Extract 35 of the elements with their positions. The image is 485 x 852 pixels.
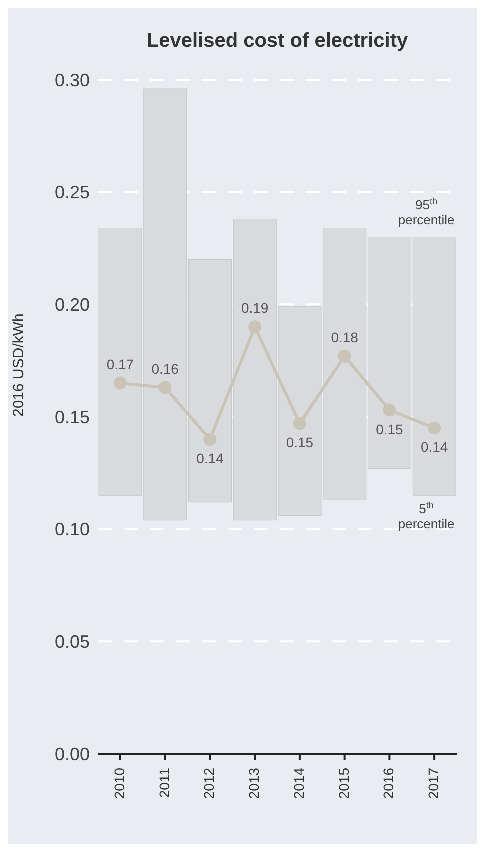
point [248,320,262,334]
data-label: 0.17 [106,356,134,372]
y-axis-title: 2016 USD/kWh [10,314,28,417]
point [114,376,127,390]
y-tick-label: 0.15 [54,407,90,428]
data-label: 0.15 [286,434,314,451]
data-label: 0.14 [196,450,224,466]
y-tick-label: 0.20 [54,295,90,316]
point [338,350,352,363]
data-label: 0.14 [420,439,448,456]
chart-title: Levelised cost of electricity [146,29,410,54]
point [158,381,172,394]
x-tick-label: 2011 [156,768,172,798]
point [293,417,306,430]
point [428,422,442,435]
data-label: 0.19 [241,300,269,316]
y-tick-label: 0.10 [54,520,90,540]
y-tick-label: 0.00 [54,744,90,764]
data-label: 0.15 [376,421,404,438]
point [383,404,396,417]
x-tick-label: 2015 [336,768,352,800]
x-tick-label: 2017 [426,768,442,800]
point [204,432,217,446]
data-label: 0.16 [152,360,180,377]
x-tick-label: 2014 [290,768,307,800]
x-tick-label: 2012 [201,768,218,800]
x-tick-label: 2016 [380,768,397,800]
y-tick-label: 0.05 [54,632,90,652]
x-tick-label: 2010 [111,768,128,800]
data-label: 0.18 [331,329,359,346]
annotation: 95$^{th}$ percentile [398,196,455,228]
y-tick-label: 0.30 [54,70,90,90]
annotation: 5$^{th}$ percentile [398,500,455,532]
x-tick-label: 2013 [246,768,262,800]
y-tick-label: 0.25 [54,182,90,203]
